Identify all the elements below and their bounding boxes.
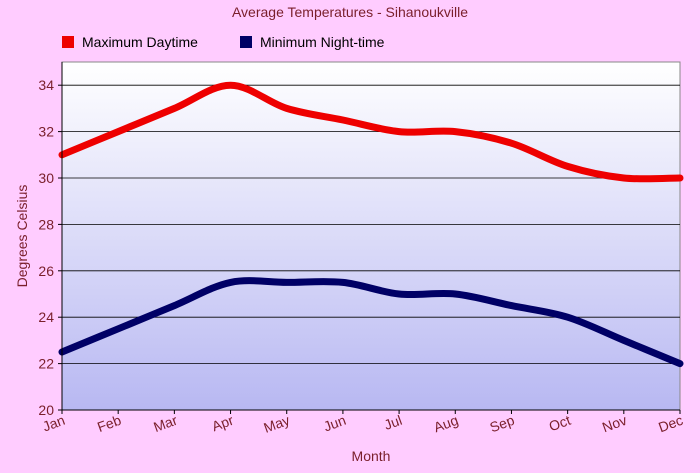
legend-label-2: Minimum Night-time bbox=[260, 34, 385, 50]
y-axis-ticks: 20 22 24 26 28 30 32 34 bbox=[38, 77, 62, 418]
x-tick-label: Dec bbox=[656, 412, 685, 436]
x-tick-label: Mar bbox=[151, 412, 179, 435]
y-tick-label: 24 bbox=[38, 309, 54, 325]
x-axis-ticks: Jan Feb Mar Apr May Jun Jul Aug Sep Oct Nov Dec bbox=[40, 410, 685, 436]
x-tick-label: Jul bbox=[382, 412, 404, 433]
legend: Maximum Daytime Minimum Night-time bbox=[62, 34, 385, 50]
x-tick-label: Sep bbox=[488, 412, 517, 436]
y-tick-label: 20 bbox=[38, 402, 54, 418]
x-tick-label: Feb bbox=[95, 412, 123, 435]
x-tick-label: Oct bbox=[547, 412, 573, 435]
legend-swatch-1 bbox=[62, 36, 74, 48]
legend-swatch-2 bbox=[240, 36, 252, 48]
y-axis-label: Degrees Celsius bbox=[14, 185, 30, 288]
legend-label-1: Maximum Daytime bbox=[82, 34, 198, 50]
chart-title: Average Temperatures - Sihanoukville bbox=[232, 4, 468, 20]
y-tick-label: 32 bbox=[38, 124, 54, 140]
series-line-2 bbox=[58, 277, 684, 368]
series-lines bbox=[58, 81, 684, 368]
y-tick-label: 26 bbox=[38, 263, 54, 279]
x-tick-label: Aug bbox=[431, 412, 460, 436]
x-tick-label: Nov bbox=[600, 412, 629, 436]
x-tick-label: Apr bbox=[210, 412, 236, 435]
x-tick-label: Jan bbox=[40, 412, 67, 435]
y-tick-label: 22 bbox=[38, 356, 54, 372]
y-tick-label: 28 bbox=[38, 216, 54, 232]
y-tick-label: 34 bbox=[38, 77, 54, 93]
plot-area bbox=[61, 61, 681, 411]
x-axis-label: Month bbox=[352, 448, 391, 464]
x-tick-label: May bbox=[261, 412, 291, 436]
y-tick-label: 30 bbox=[38, 170, 54, 186]
series-line-1 bbox=[58, 81, 684, 183]
x-tick-label: Jun bbox=[321, 412, 348, 435]
